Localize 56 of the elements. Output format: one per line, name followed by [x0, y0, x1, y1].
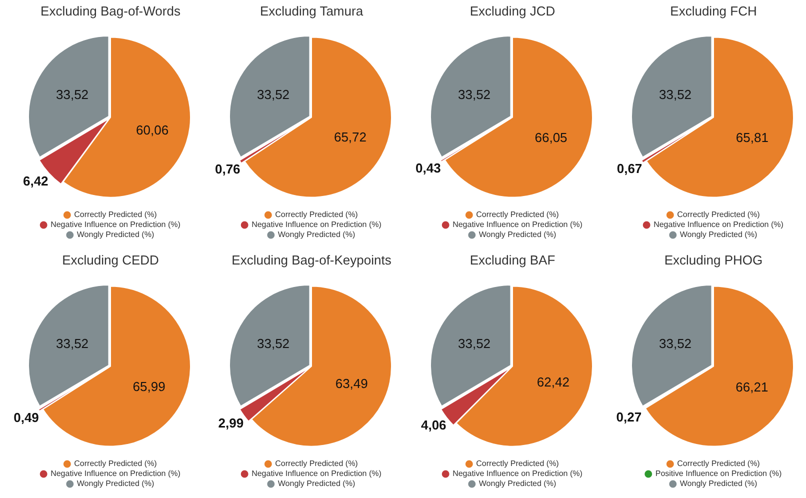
data-label: 33,52: [256, 336, 290, 352]
legend-label: Negative Influence on Prediction (%): [452, 220, 583, 230]
data-label: 65,72: [334, 130, 367, 145]
legend-label: Wongly Predicted (%): [680, 479, 758, 488]
data-label: 65,99: [132, 379, 166, 394]
legend-label: Wongly Predicted (%): [278, 230, 356, 240]
chart-title: Excluding PHOG: [664, 252, 763, 268]
data-label: 6,42: [22, 173, 48, 188]
legend-label: Wongly Predicted (%): [680, 230, 758, 240]
legend-label: Correctly Predicted (%): [275, 210, 358, 220]
data-label: 60,06: [136, 122, 169, 138]
legend-label: Wongly Predicted (%): [278, 479, 356, 488]
chart-title: Excluding Bag-of-Words: [40, 3, 181, 18]
data-label: 0,27: [616, 409, 642, 424]
legend-label: Negative Influence on Prediction (%): [252, 220, 382, 230]
legend-label: Negative Influence on Prediction (%): [50, 469, 181, 478]
chart-title: Excluding BAF: [470, 252, 556, 268]
legend-label: Correctly Predicted (%): [677, 459, 760, 468]
data-label: 65,81: [736, 130, 768, 145]
data-label: 2,99: [218, 415, 244, 430]
data-label: 33,52: [658, 87, 692, 102]
legend-label: Negative Influence on Prediction (%): [654, 220, 784, 230]
data-label: 66,05: [534, 130, 568, 146]
data-label: 0,67: [616, 161, 642, 176]
legend-label: Correctly Predicted (%): [275, 459, 358, 468]
data-label: 62,42: [536, 374, 570, 390]
data-label: 33,52: [56, 87, 89, 102]
chart-title: Excluding Tamura: [260, 3, 364, 18]
data-label: 0,49: [14, 410, 39, 425]
data-label: 63,49: [335, 376, 368, 391]
legend-label: Correctly Predicted (%): [476, 459, 560, 468]
data-label: 33,52: [56, 336, 89, 352]
legend-label: Correctly Predicted (%): [677, 210, 760, 220]
legend-label: Negative Influence on Prediction (%): [252, 469, 382, 478]
data-label: 66,21: [736, 379, 768, 394]
data-label: 33,52: [458, 87, 491, 102]
chart-title: Excluding Bag-of-Keypoints: [232, 252, 392, 268]
legend-label: Wongly Predicted (%): [478, 230, 556, 240]
legend-label: Correctly Predicted (%): [74, 210, 158, 220]
data-label: 0,76: [214, 161, 240, 176]
legend-label: Correctly Predicted (%): [476, 210, 560, 220]
legend-label: Correctly Predicted (%): [74, 459, 158, 468]
data-label: 33,52: [458, 336, 491, 352]
chart-title: Excluding JCD: [470, 3, 556, 18]
data-label: 4,06: [420, 418, 446, 433]
legend-label: Negative Influence on Prediction (%): [50, 220, 181, 230]
data-label: 33,52: [658, 336, 692, 352]
data-label: 0,43: [416, 160, 441, 176]
legend-label: Wongly Predicted (%): [76, 230, 154, 240]
chart-title: Excluding CEDD: [62, 252, 159, 268]
legend-label: Wongly Predicted (%): [478, 479, 556, 488]
legend-label: Wongly Predicted (%): [76, 479, 154, 488]
legend-label: Negative Influence on Prediction (%): [452, 469, 583, 478]
legend-label: Positive Influence on Prediction (%): [655, 469, 782, 478]
data-label: 33,52: [256, 87, 290, 102]
chart-title: Excluding FCH: [670, 3, 757, 18]
